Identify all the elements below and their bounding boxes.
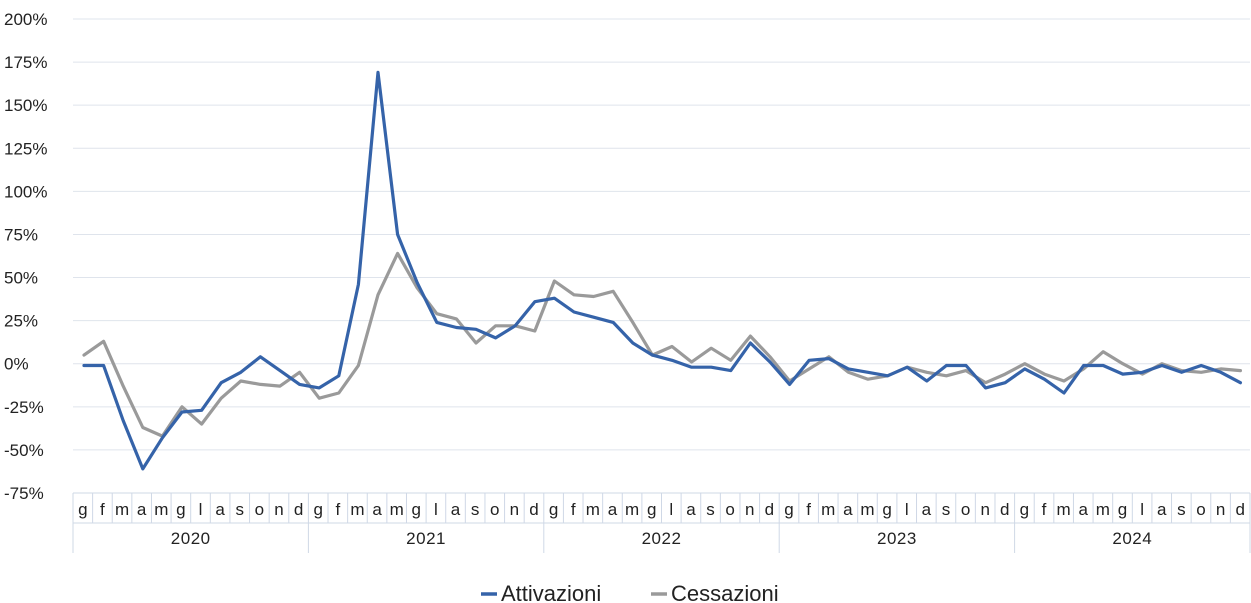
month-label: f — [335, 500, 340, 519]
month-label: n — [274, 500, 283, 519]
y-tick-label: 50% — [4, 269, 38, 288]
month-label: s — [706, 500, 715, 519]
y-tick-label: -25% — [4, 398, 44, 417]
month-label: m — [860, 500, 874, 519]
year-label: 2024 — [1112, 529, 1152, 548]
month-label: d — [1235, 500, 1244, 519]
month-label: n — [510, 500, 519, 519]
year-label: 2022 — [642, 529, 682, 548]
month-label: s — [942, 500, 951, 519]
month-label: f — [806, 500, 811, 519]
month-label: a — [137, 500, 147, 519]
month-label: a — [608, 500, 618, 519]
month-label: g — [176, 500, 185, 519]
month-label: a — [922, 500, 932, 519]
y-tick-label: -50% — [4, 441, 44, 460]
month-label: d — [1000, 500, 1009, 519]
month-label: s — [1177, 500, 1186, 519]
month-label: f — [1042, 500, 1047, 519]
series-layer — [82, 70, 1243, 471]
month-label: a — [843, 500, 853, 519]
year-label: 2021 — [406, 529, 446, 548]
month-label: s — [471, 500, 480, 519]
gridlines — [73, 18, 1250, 451]
y-tick-label: 100% — [4, 182, 47, 201]
month-label: a — [1157, 500, 1167, 519]
y-tick-label: 125% — [4, 139, 47, 158]
month-label: a — [686, 500, 696, 519]
month-label: a — [451, 500, 461, 519]
month-label: m — [115, 500, 129, 519]
month-label: d — [765, 500, 774, 519]
y-tick-label: 25% — [4, 312, 38, 331]
month-label: o — [255, 500, 264, 519]
y-tick-label: 200% — [4, 10, 47, 29]
y-tick-label: 75% — [4, 225, 38, 244]
month-label: o — [725, 500, 734, 519]
month-label: f — [571, 500, 576, 519]
month-label: f — [100, 500, 105, 519]
month-label: g — [549, 500, 558, 519]
month-label: d — [529, 500, 538, 519]
y-tick-label: 150% — [4, 96, 47, 115]
series-line-cessazioni — [82, 251, 1243, 438]
month-label: g — [647, 500, 656, 519]
month-label: g — [313, 500, 322, 519]
y-axis: -75% -50% -25% 0% 25% 50% 75% 100% 125% 150% 175% 2… — [4, 10, 47, 503]
month-label: m — [586, 500, 600, 519]
month-label: l — [1140, 500, 1144, 519]
month-label: o — [1196, 500, 1205, 519]
month-label: l — [199, 500, 203, 519]
month-label: g — [412, 500, 421, 519]
month-label: a — [372, 500, 382, 519]
month-label: d — [294, 500, 303, 519]
month-label: m — [625, 500, 639, 519]
month-label: l — [434, 500, 438, 519]
y-tick-label: 175% — [4, 53, 47, 72]
month-label: a — [1079, 500, 1089, 519]
month-label: g — [1118, 500, 1127, 519]
month-label: o — [961, 500, 970, 519]
month-label: m — [390, 500, 404, 519]
month-label: n — [745, 500, 754, 519]
year-label: 2020 — [171, 529, 211, 548]
month-label: a — [215, 500, 225, 519]
month-label: s — [235, 500, 244, 519]
legend-label: Attivazioni — [501, 581, 601, 603]
month-label: g — [1020, 500, 1029, 519]
month-label: n — [980, 500, 989, 519]
month-label: g — [882, 500, 891, 519]
year-label: 2023 — [877, 529, 917, 548]
month-label: m — [350, 500, 364, 519]
legend-label: Cessazioni — [671, 581, 779, 603]
y-tick-label: -75% — [4, 484, 44, 503]
month-label: m — [821, 500, 835, 519]
month-label: n — [1216, 500, 1225, 519]
month-label: m — [1096, 500, 1110, 519]
month-label: o — [490, 500, 499, 519]
month-label: l — [669, 500, 673, 519]
month-label: m — [154, 500, 168, 519]
legend: Attivazioni Cessazioni — [481, 581, 779, 603]
y-tick-label: 0% — [4, 355, 29, 374]
series-line-attivazioni — [82, 70, 1243, 471]
month-label: m — [1057, 500, 1071, 519]
month-label: l — [905, 500, 909, 519]
month-label: g — [78, 500, 87, 519]
month-label: g — [784, 500, 793, 519]
